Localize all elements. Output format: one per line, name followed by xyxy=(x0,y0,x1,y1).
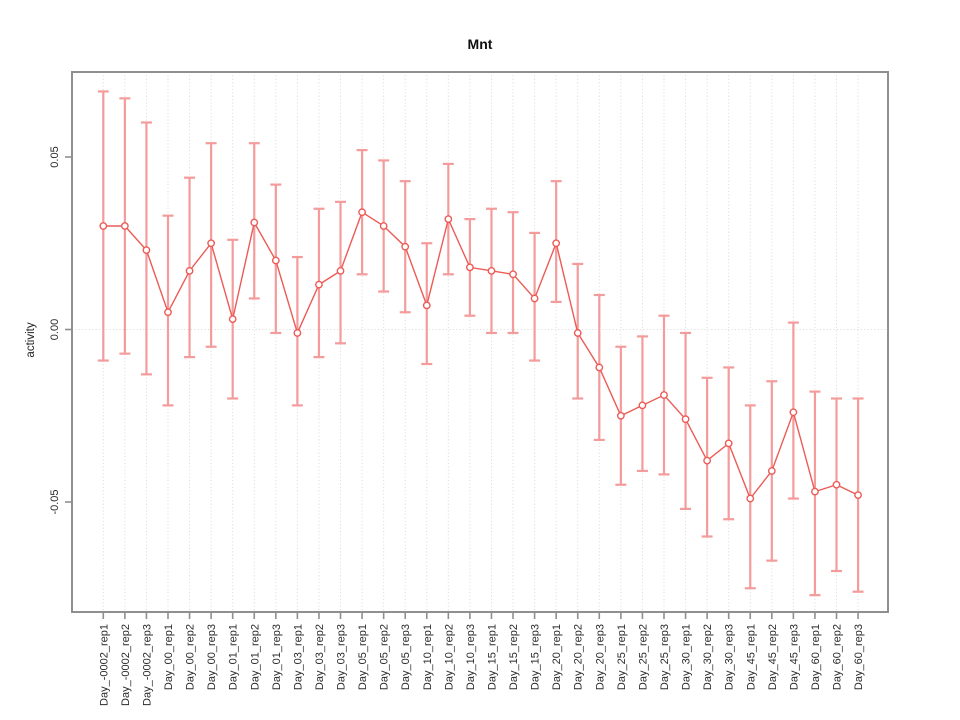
series-line xyxy=(103,211,859,500)
data-point xyxy=(120,222,129,230)
x-tick-label: Day_00_rep2 xyxy=(185,624,197,690)
data-point xyxy=(616,411,625,420)
data-point xyxy=(228,315,237,324)
x-tick-label: Day_60_rep1 xyxy=(810,624,822,690)
data-point xyxy=(660,391,668,399)
data-point xyxy=(271,256,280,265)
data-point xyxy=(250,218,259,227)
data-point xyxy=(595,363,604,372)
x-tick-label: Day_-0002_rep1 xyxy=(98,624,110,706)
x-tick-label: Day_25_rep2 xyxy=(637,624,649,690)
data-point xyxy=(444,215,453,224)
data-point xyxy=(207,239,216,248)
x-tick-label: Day_30_rep3 xyxy=(724,624,736,690)
data-point xyxy=(401,242,410,251)
x-tick-label: Day_05_rep3 xyxy=(400,624,412,690)
x-tick-label: Day_10_rep2 xyxy=(443,624,455,690)
data-point xyxy=(552,239,561,248)
x-tick-label: Day_20_rep1 xyxy=(551,624,563,690)
x-tick-label: Day_01_rep3 xyxy=(271,624,283,690)
x-tick-label: Day_00_rep1 xyxy=(163,624,175,690)
x-tick-label: Day_30_rep1 xyxy=(681,624,693,690)
x-tick-label: Day_15_rep3 xyxy=(530,624,542,690)
data-point xyxy=(336,266,345,275)
x-tick-label: Day_60_rep3 xyxy=(853,624,865,690)
data-point xyxy=(767,467,776,475)
x-tick-label: Day_60_rep2 xyxy=(832,624,844,690)
y-tick-label: 0.05 xyxy=(49,146,61,167)
data-point xyxy=(379,222,388,230)
data-point xyxy=(99,222,108,230)
x-tick-label: Day_00_rep3 xyxy=(206,624,218,690)
x-tick-label: Day_30_rep2 xyxy=(702,624,714,690)
x-tick-label: Day_20_rep2 xyxy=(573,624,585,690)
data-point xyxy=(315,280,323,289)
data-point xyxy=(164,308,172,317)
data-point xyxy=(746,494,755,503)
data-point xyxy=(358,208,366,217)
chart-title: Mnt xyxy=(467,36,493,52)
data-point xyxy=(142,246,151,255)
data-point xyxy=(703,456,712,465)
x-tick-label: Day_03_rep1 xyxy=(292,624,304,690)
y-tick-label: -0.05 xyxy=(49,489,61,514)
x-tick-label: Day_01_rep2 xyxy=(249,624,261,690)
x-tick-label: Day_10_rep3 xyxy=(465,624,477,690)
data-point xyxy=(530,294,539,303)
x-tick-label: Day_45_rep3 xyxy=(788,624,800,690)
x-tick-label: Day_45_rep2 xyxy=(767,624,779,690)
data-point xyxy=(466,263,474,272)
data-point xyxy=(789,408,798,417)
data-point xyxy=(638,401,647,410)
x-tick-label: Day_25_rep1 xyxy=(616,624,628,690)
data-point xyxy=(422,301,431,310)
data-point xyxy=(185,266,194,275)
data-point xyxy=(509,270,517,279)
x-tick-label: Day_15_rep1 xyxy=(486,624,498,690)
data-point xyxy=(811,487,819,496)
x-tick-label: Day_03_rep3 xyxy=(336,624,348,690)
x-tick-label: Day_-0002_rep3 xyxy=(141,624,153,706)
x-tick-label: Day_05_rep1 xyxy=(357,624,369,690)
data-point xyxy=(681,415,690,424)
x-tick-label: Day_45_rep1 xyxy=(745,624,757,690)
x-tick-label: Day_03_rep2 xyxy=(314,624,326,690)
plot-border xyxy=(71,71,889,613)
data-point xyxy=(832,480,841,489)
data-point xyxy=(293,329,302,337)
data-point xyxy=(724,439,733,448)
y-tick-label: 0.00 xyxy=(49,319,61,340)
data-point xyxy=(573,329,582,337)
data-point xyxy=(854,491,862,499)
x-tick-label: Day_-0002_rep2 xyxy=(120,624,132,706)
data-point xyxy=(487,266,496,275)
x-tick-label: Day_20_rep3 xyxy=(594,624,606,690)
x-tick-label: Day_05_rep2 xyxy=(379,624,391,690)
x-tick-label: Day_01_rep1 xyxy=(228,624,240,690)
x-tick-label: Day_25_rep3 xyxy=(659,624,671,690)
x-tick-label: Day_15_rep2 xyxy=(508,624,520,690)
x-tick-label: Day_10_rep1 xyxy=(422,624,434,690)
